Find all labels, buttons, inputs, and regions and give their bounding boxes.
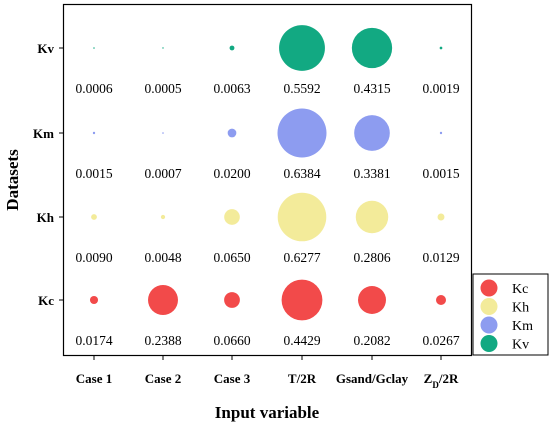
y-tick-label: Kv xyxy=(37,41,54,56)
value-label: 0.0267 xyxy=(422,333,459,348)
bubble-kv xyxy=(93,47,95,49)
value-label: 0.2806 xyxy=(353,250,390,265)
value-label: 0.0660 xyxy=(213,333,250,348)
bubble-kh xyxy=(224,209,240,225)
value-label: 0.0015 xyxy=(75,166,112,181)
bubble-km xyxy=(439,131,443,135)
bubble-km xyxy=(92,131,96,135)
bubble-kh xyxy=(355,200,389,234)
value-label: 0.3381 xyxy=(353,166,390,181)
value-label: 0.0048 xyxy=(144,250,181,265)
value-label: 0.0063 xyxy=(213,81,250,96)
legend-swatch xyxy=(480,335,498,352)
value-labels-layer: 0.0174 0.2388 0.0660 0.4429 0.2082 0.0267 0.00… xyxy=(75,81,459,348)
bubble-kc xyxy=(358,286,386,314)
value-label: 0.0650 xyxy=(213,250,250,265)
x-tick-label: Case 3 xyxy=(214,371,251,386)
value-label: 0.0006 xyxy=(75,81,112,96)
x-tick-label: Case 2 xyxy=(145,371,181,386)
bubble-km xyxy=(162,132,164,134)
bubble-kv xyxy=(162,47,164,49)
bubble-kv xyxy=(229,45,235,51)
y-tick-labels: Kc Kh Km Kv xyxy=(33,41,55,308)
legend-swatch xyxy=(480,316,498,334)
x-axis-title: Input variable xyxy=(215,403,320,422)
y-tick-label: Km xyxy=(33,126,54,141)
legend-label: Kh xyxy=(512,301,529,316)
value-label: 0.6277 xyxy=(283,250,320,265)
legend-label: Kv xyxy=(512,338,529,353)
y-tick-label: Kh xyxy=(37,210,55,225)
bubble-kv xyxy=(439,46,443,50)
bubble-kh xyxy=(160,214,166,220)
legend-label: Kc xyxy=(512,282,528,297)
bubble-kc xyxy=(148,285,178,315)
legend-swatch xyxy=(480,298,498,315)
value-label: 0.4315 xyxy=(353,81,390,96)
bubble-kv xyxy=(279,25,325,71)
value-label: 0.0129 xyxy=(422,250,459,265)
bubble-kc xyxy=(281,279,323,321)
y-tick-label: Kc xyxy=(38,293,54,308)
value-label: 0.0090 xyxy=(75,250,112,265)
axis-ticks xyxy=(59,47,442,360)
bubble-kc xyxy=(224,292,240,308)
bubble-kc xyxy=(89,295,99,305)
bubble-kh xyxy=(437,213,445,221)
value-label: 0.2082 xyxy=(353,333,390,348)
x-tick-label: ZD/2R xyxy=(424,371,459,390)
x-tick-label: Case 1 xyxy=(76,371,112,386)
bubble-kh xyxy=(91,214,97,220)
y-axis-title: Datasets xyxy=(3,149,22,211)
value-label: 0.4429 xyxy=(283,333,320,348)
bubble-kv xyxy=(351,27,393,69)
bubble-km xyxy=(227,128,237,138)
value-label: 0.0019 xyxy=(422,81,459,96)
bubble-km xyxy=(354,115,390,151)
value-label: 0.0174 xyxy=(75,333,112,348)
value-label: 0.6384 xyxy=(283,166,320,181)
value-label: 0.0200 xyxy=(213,166,250,181)
bubbles-layer xyxy=(89,25,447,321)
bubble-kh xyxy=(277,192,327,242)
x-tick-label: T/2R xyxy=(288,371,317,386)
value-label: 0.0007 xyxy=(144,166,181,181)
value-label: 0.0005 xyxy=(144,81,181,96)
legend: Kc Kh Km Kv xyxy=(472,273,549,356)
value-label: 0.5592 xyxy=(283,81,320,96)
value-label: 0.0015 xyxy=(422,166,459,181)
legend-swatch xyxy=(480,279,498,297)
bubble-kc xyxy=(435,294,447,306)
bubble-km xyxy=(277,108,327,158)
x-tick-labels: Case 1 Case 2 Case 3 T/2R Gsand/Gclay ZD/2R xyxy=(76,371,459,390)
x-tick-label: Gsand/Gclay xyxy=(336,371,409,386)
plot-frame xyxy=(62,3,473,357)
legend-label: Km xyxy=(512,319,533,334)
value-label: 0.2388 xyxy=(144,333,181,348)
